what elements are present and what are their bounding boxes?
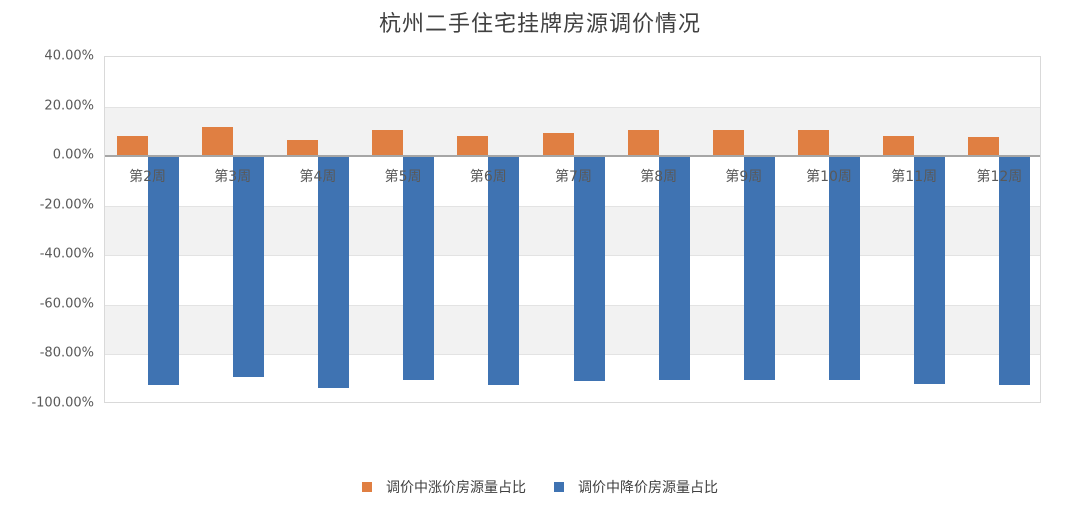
bar-rise[interactable]	[968, 136, 1000, 157]
legend-label: 调价中降价房源量占比	[578, 480, 718, 496]
bar-fall[interactable]	[403, 156, 435, 380]
bar-rise[interactable]	[542, 132, 574, 157]
gridline	[105, 304, 1040, 306]
y-tick-label: 40.00%	[44, 48, 94, 64]
x-tick-label: 第12周	[976, 169, 1023, 186]
gridline	[105, 255, 1040, 257]
bar-rise[interactable]	[712, 130, 744, 157]
y-tick-label: -60.00%	[39, 296, 94, 312]
bar-rise[interactable]	[457, 135, 489, 157]
bar-rise[interactable]	[883, 135, 915, 157]
bar-fall[interactable]	[317, 156, 349, 388]
plot-area: 第2周 第3周 第4周 第5周 第6周 第7周 第8周 第9周 第10周 第11周 第12周	[104, 56, 1041, 403]
bar-fall[interactable]	[573, 156, 605, 382]
legend-item-fall[interactable]: 调价中降价房源量占比	[554, 477, 718, 497]
x-tick-label: 第8周	[640, 169, 678, 186]
bar-rise[interactable]	[627, 130, 659, 157]
chart-title: 杭州二手住宅挂牌房源调价情况	[378, 12, 701, 37]
bar-fall[interactable]	[829, 156, 861, 380]
bar-fall[interactable]	[658, 156, 690, 380]
x-tick-label: 第2周	[129, 169, 167, 186]
x-tick-label: 第11周	[891, 169, 938, 186]
x-tick-label: 第7周	[555, 169, 592, 186]
y-tick-label: -40.00%	[39, 246, 94, 262]
x-tick-label: 第6周	[469, 169, 507, 186]
zero-axis-line	[105, 155, 1040, 158]
y-tick-label: -100.00%	[31, 395, 94, 411]
bar-fall[interactable]	[488, 156, 520, 385]
bar-rise[interactable]	[372, 130, 404, 157]
x-tick-label: 第10周	[806, 169, 852, 186]
y-tick-label: 20.00%	[44, 98, 94, 114]
x-tick-label: 第4周	[299, 169, 337, 186]
bar-rise[interactable]	[116, 136, 148, 157]
bar-fall[interactable]	[743, 156, 775, 380]
bar-rise[interactable]	[798, 130, 830, 157]
bar-fall[interactable]	[232, 156, 264, 377]
bar-rise[interactable]	[201, 127, 233, 157]
bar-fall[interactable]	[147, 156, 179, 385]
x-tick-label: 第9周	[725, 169, 763, 186]
legend-label: 调价中涨价房源量占比	[386, 480, 526, 496]
gridline	[105, 106, 1040, 108]
bar-rise[interactable]	[286, 139, 318, 157]
legend-swatch-blue-icon	[554, 482, 564, 492]
gridline	[105, 205, 1040, 207]
legend-item-rise[interactable]: 调价中涨价房源量占比	[362, 477, 526, 497]
legend: 调价中涨价房源量占比 调价中降价房源量占比	[0, 477, 1080, 497]
x-tick-label: 第5周	[384, 169, 422, 186]
legend-swatch-orange-icon	[362, 482, 372, 492]
y-tick-label: -80.00%	[39, 345, 94, 361]
y-tick-label: -20.00%	[39, 197, 94, 213]
bar-fall[interactable]	[914, 156, 946, 384]
x-tick-label: 第3周	[214, 169, 252, 186]
gridline	[105, 354, 1040, 356]
y-tick-label: 0.00%	[52, 147, 94, 163]
bar-fall[interactable]	[999, 156, 1031, 385]
